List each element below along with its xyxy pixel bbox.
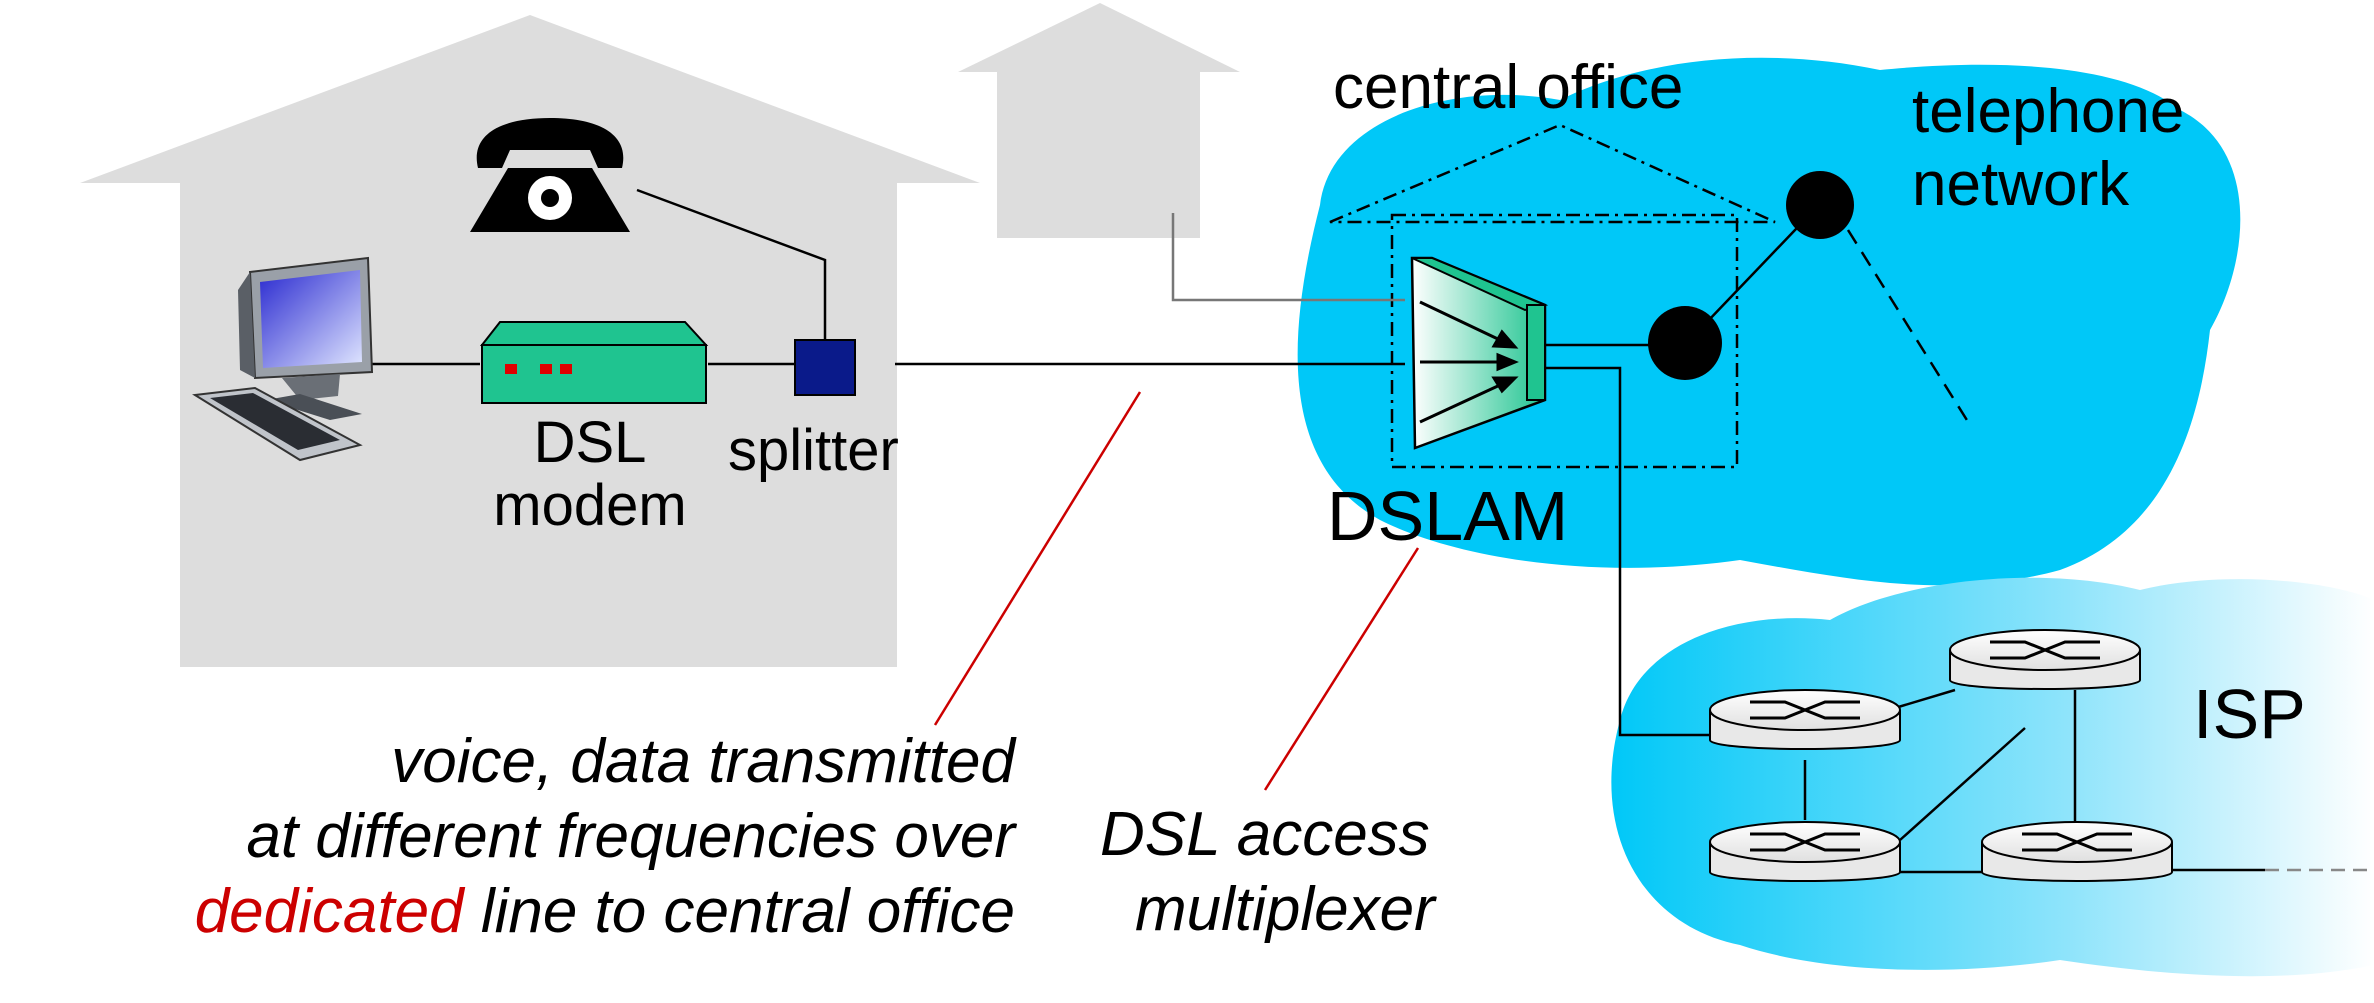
isp-label: ISP xyxy=(2193,675,2306,753)
line-annotation-line3-rest: line to central office xyxy=(464,877,1015,946)
telephone-network-label-line2: network xyxy=(1912,150,2130,219)
dsl-modem-label-line1: DSL xyxy=(534,410,647,475)
router-icon xyxy=(1981,821,2173,882)
telephone-switch-node xyxy=(1786,171,1854,239)
splitter-label: splitter xyxy=(728,418,899,483)
telephone-network-cloud xyxy=(1297,57,2241,586)
telephone-network-label-line1: telephone xyxy=(1912,77,2184,146)
dslam-icon xyxy=(1410,256,1549,450)
telephone-switch-node xyxy=(1648,306,1722,380)
splitter-icon xyxy=(794,339,856,396)
central-office-label: central office xyxy=(1333,53,1683,122)
annotation-pointers xyxy=(933,391,1420,791)
dslam-label: DSLAM xyxy=(1327,477,1568,555)
line-annotation-line1: voice, data transmitted xyxy=(391,727,1017,796)
router-icon xyxy=(1949,629,2141,690)
computer-icon xyxy=(192,256,374,462)
neighbor-house-cable xyxy=(1171,213,1405,302)
isp-links xyxy=(1803,688,2265,874)
dslam-annotation-line2: multiplexer xyxy=(1135,875,1437,944)
line-annotation-line2: at different frequencies over xyxy=(246,802,1017,871)
dsl-modem-icon xyxy=(479,321,709,404)
cables xyxy=(358,188,1710,737)
router-icon xyxy=(1709,689,1901,750)
central-office-outline xyxy=(1329,123,1776,469)
dslam-annotation-line1: DSL access xyxy=(1100,800,1430,869)
line-annotation-line3: dedicated line to central office xyxy=(195,877,1015,946)
dsl-modem-label-line2: modem xyxy=(493,473,686,538)
telephone-icon xyxy=(470,118,630,232)
router-icon xyxy=(1709,821,1901,882)
dedicated-highlight: dedicated xyxy=(195,877,466,946)
neighbor-house-shape xyxy=(958,3,1240,238)
